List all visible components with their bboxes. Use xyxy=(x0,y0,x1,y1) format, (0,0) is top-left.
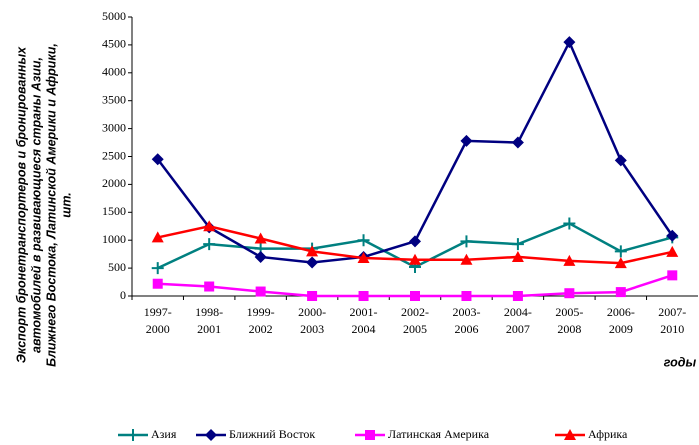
marker xyxy=(203,220,216,232)
marker xyxy=(306,256,319,269)
marker xyxy=(461,291,472,301)
marker xyxy=(254,250,267,263)
series-line xyxy=(156,39,674,264)
marker xyxy=(511,238,524,251)
legend-label: Азия xyxy=(151,427,177,441)
marker xyxy=(358,291,369,301)
marker xyxy=(511,136,524,149)
y-tick-label: 5000 xyxy=(102,9,126,23)
marker xyxy=(460,253,473,265)
marker xyxy=(512,291,523,301)
x-tick-label: 2002-2005 xyxy=(401,305,429,336)
y-axis-label: Экспорт бронетранспортеров и бронированн… xyxy=(14,46,28,363)
y-tick-label: 0 xyxy=(120,288,126,302)
marker xyxy=(460,134,473,147)
marker xyxy=(127,429,139,441)
y-tick-label: 2000 xyxy=(102,176,126,190)
marker xyxy=(666,245,679,257)
marker xyxy=(151,231,164,243)
y-tick-label: 3000 xyxy=(102,120,126,134)
marker xyxy=(563,254,576,266)
marker xyxy=(254,232,267,244)
marker xyxy=(203,238,216,251)
marker xyxy=(307,291,318,301)
marker xyxy=(410,291,420,301)
marker xyxy=(151,262,164,275)
marker xyxy=(365,430,375,440)
marker xyxy=(204,281,215,292)
marker xyxy=(667,270,678,281)
y-tick-label: 3500 xyxy=(102,92,126,106)
y-axis-label: автомобилей в развивающиеся страны Азии, xyxy=(29,57,43,353)
x-tick-label: 1997-2000 xyxy=(144,305,172,336)
marker xyxy=(563,36,576,49)
marker xyxy=(614,245,627,258)
y-tick-label: 1500 xyxy=(102,204,126,218)
marker xyxy=(205,429,217,441)
legend-label: Африка xyxy=(588,427,628,441)
x-tick-label: 2007-2010 xyxy=(658,305,686,336)
x-tick-label: 1998-2001 xyxy=(195,305,223,336)
y-tick-label: 4000 xyxy=(102,65,126,79)
marker xyxy=(511,250,524,262)
x-tick-label: 2005-2008 xyxy=(555,305,583,336)
marker xyxy=(306,245,319,257)
x-tick-label: 2001-2004 xyxy=(350,305,378,336)
y-tick-label: 500 xyxy=(108,260,126,274)
x-tick-label: 2003-2006 xyxy=(452,305,480,336)
marker xyxy=(614,154,627,167)
marker xyxy=(563,217,576,230)
x-tick-label: 2006-2009 xyxy=(607,305,635,336)
x-tick-label: 2004-2007 xyxy=(504,305,532,336)
marker xyxy=(564,429,576,440)
marker xyxy=(666,229,679,242)
y-tick-label: 2500 xyxy=(102,148,126,162)
marker xyxy=(255,286,266,297)
y-axis-label: шт. xyxy=(59,192,73,218)
marker xyxy=(409,235,421,248)
marker xyxy=(357,234,370,247)
marker xyxy=(564,288,575,299)
y-tick-label: 1000 xyxy=(102,232,126,246)
y-axis-label: Ближнего Востока, Латинской Америки и Аф… xyxy=(44,43,58,367)
marker xyxy=(460,235,473,248)
marker xyxy=(152,278,163,289)
marker xyxy=(409,253,421,265)
legend-label: Латинская Америка xyxy=(388,427,490,441)
x-tick-label: 1999-2002 xyxy=(247,305,275,336)
marker xyxy=(357,252,370,264)
marker xyxy=(151,153,164,166)
y-tick-label: 4500 xyxy=(102,37,126,51)
marker xyxy=(614,257,627,269)
marker xyxy=(615,287,626,298)
x-axis-label: годы xyxy=(664,355,697,369)
x-tick-label: 2000-2003 xyxy=(298,305,326,336)
legend-label: Ближний Восток xyxy=(229,427,315,441)
